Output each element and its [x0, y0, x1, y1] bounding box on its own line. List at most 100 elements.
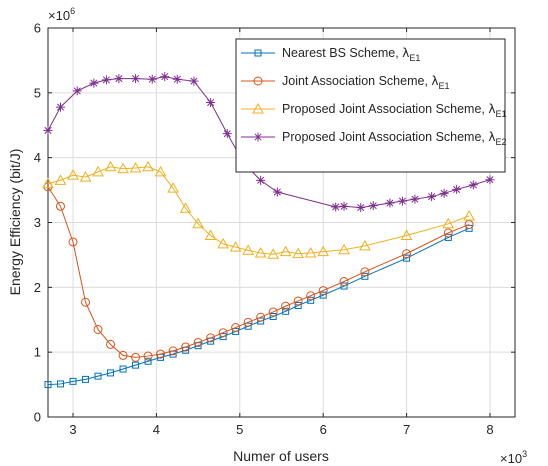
series-4-point: [89, 78, 99, 88]
series-3-point: [229, 241, 242, 252]
legend-lambda-symbol: λ: [402, 46, 409, 60]
series-3-point: [463, 209, 475, 221]
series-4-point: [172, 74, 182, 84]
series-2-point: [43, 182, 53, 192]
series-4-point: [272, 187, 282, 197]
legend-lambda-symbol: λ: [488, 130, 495, 144]
series-3-point: [304, 246, 317, 258]
y-tick-label: 3: [34, 215, 41, 230]
series-1-point: [82, 375, 90, 383]
series-3-point: [129, 162, 142, 173]
series-3-point: [42, 177, 54, 189]
series-3-point: [242, 244, 254, 255]
series-3-point: [179, 202, 192, 213]
y-axis-label: Energy Efficiency (bit/J): [7, 149, 23, 296]
series-1-point: [361, 272, 369, 280]
series-3-point: [192, 217, 204, 229]
legend: Nearest BS Scheme, λE1 Joint Association…: [235, 38, 507, 173]
series-2-point: [281, 301, 291, 311]
series-2-point: [81, 297, 91, 307]
legend-marker: [253, 132, 263, 142]
legend-marker: [253, 76, 263, 86]
series-2-point: [118, 350, 128, 360]
series-2-point: [443, 228, 453, 238]
series-4-point: [427, 192, 437, 202]
series-2-point: [402, 249, 412, 259]
series-3-point: [254, 246, 267, 258]
series-1-point: [232, 327, 240, 335]
legend-entry-2: Joint Association Scheme, λE1: [241, 74, 450, 91]
series-1-point: [69, 377, 77, 385]
series-1-point: [219, 333, 227, 341]
series-1-point: [132, 361, 140, 369]
series-2-point: [306, 291, 316, 301]
series-3-point: [317, 245, 330, 257]
series-2-line: [47, 186, 470, 358]
series-3-point: [92, 165, 104, 177]
legend-label: Joint Association Scheme, λE1: [282, 74, 450, 91]
series-4-point: [356, 203, 366, 213]
series-3-point: [442, 217, 455, 229]
legend-label-text: Joint Association Scheme,: [282, 74, 431, 88]
legend-label: Nearest BS Scheme, λE1: [282, 46, 420, 63]
series-1-point: [307, 296, 315, 304]
x-tick-label: 3: [69, 422, 76, 437]
series-3-point: [267, 248, 280, 259]
series-3-point: [400, 229, 413, 240]
series-3-point: [359, 239, 371, 251]
series-1-point: [244, 322, 252, 330]
legend-subscript: E1: [439, 81, 450, 91]
series-4-point: [410, 194, 420, 204]
series-1-point: [403, 254, 411, 262]
series-1-line: [47, 227, 470, 386]
series-2-point: [339, 276, 349, 286]
series-1-point: [340, 282, 348, 290]
legend-lambda-symbol: λ: [488, 102, 495, 116]
series-4-point: [56, 102, 66, 112]
y-tick-label: 4: [34, 150, 41, 165]
legend-label-text: Proposed Joint Association Scheme,: [282, 130, 488, 144]
series-4-point: [147, 74, 157, 84]
series-3-point: [338, 243, 350, 255]
series-4-point: [189, 76, 199, 86]
legend-label-text: Nearest BS Scheme,: [282, 46, 402, 60]
series-3-point: [204, 229, 217, 240]
legend-entry-1: Nearest BS Scheme, λE1: [241, 46, 420, 63]
x-axis-label: Numer of users: [233, 448, 329, 464]
series-3-point: [167, 182, 179, 193]
series-3-point: [279, 245, 292, 257]
series-3-point: [217, 237, 229, 249]
series-2-point: [106, 339, 116, 349]
series-1-point: [319, 291, 327, 299]
series-2-point: [360, 267, 370, 277]
series-4-point: [439, 188, 449, 198]
legend-marker: [254, 49, 262, 57]
series-4-point: [206, 98, 216, 108]
series-1-point: [444, 233, 452, 241]
series-1-point: [57, 380, 65, 388]
series-3-point: [104, 160, 117, 172]
series-4-point: [397, 196, 407, 206]
series-4-point: [339, 201, 349, 211]
series-1-point: [94, 372, 102, 380]
series-2-point: [56, 201, 66, 211]
series-4-point: [452, 184, 462, 194]
series-2-point: [268, 307, 278, 317]
series-2-point: [318, 286, 328, 296]
series-3: [42, 160, 475, 259]
series-3-point: [117, 162, 129, 174]
x-axis-multiplier: ×103: [500, 449, 527, 466]
y-tick-label: 2: [34, 280, 41, 295]
series-3-point: [292, 247, 305, 259]
x-tick-label: 8: [486, 422, 493, 437]
series-3-point: [67, 169, 79, 180]
series-2-point: [156, 349, 166, 359]
legend-entry-4: Proposed Joint Association Scheme, λE2: [241, 130, 507, 147]
legend-label-text: Proposed Joint Association Scheme,: [282, 102, 488, 116]
series-4-point: [114, 74, 124, 84]
series-2-point: [293, 296, 303, 306]
x-tick-label: 4: [153, 422, 160, 437]
series-2-point: [206, 333, 216, 343]
series-4-point: [256, 175, 266, 185]
